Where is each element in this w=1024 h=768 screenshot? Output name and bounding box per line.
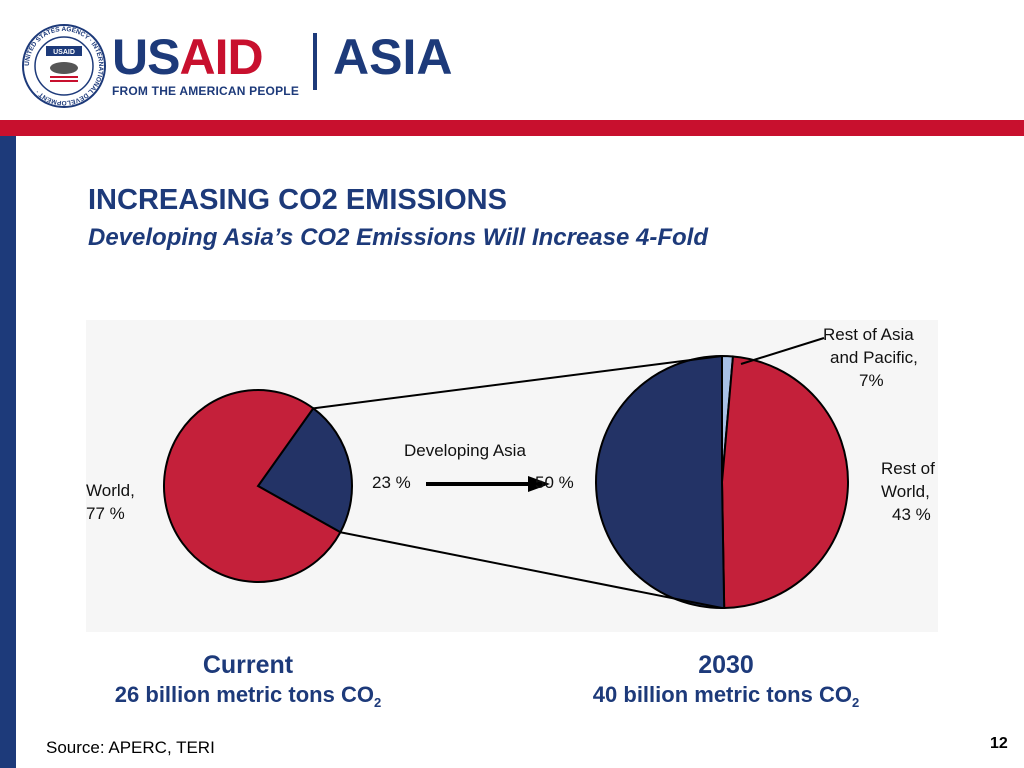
2030-slice-rest-of-world [720, 355, 850, 609]
left-blue-bar [0, 136, 16, 768]
2030-pie [595, 354, 850, 609]
connector-bottom [340, 531, 723, 609]
co2-pie-charts: World, 77 % Developing Asia 23 % 50 % Re… [86, 320, 938, 632]
source-note: Source: APERC, TERI [46, 738, 215, 757]
developing-asia-label: Developing Asia [404, 441, 526, 460]
current-caption-value: 26 billion metric tons CO2 [114, 682, 382, 710]
developing-asia-to: 50 % [535, 473, 574, 492]
header: USAID UNITED STATES AGENCY · INTERNATION… [0, 0, 1024, 120]
rest-world-label-line1: Rest of [881, 459, 935, 478]
current-slice-developing-asia [256, 406, 353, 534]
2030-caption-value: 40 billion metric tons CO2 [592, 682, 860, 710]
current-caption-title: Current [202, 651, 294, 679]
rest-asia-label-line3: 7% [859, 371, 884, 390]
rest-world-label-line3: 43 % [892, 505, 931, 524]
developing-asia-from: 23 % [372, 473, 411, 492]
current-pie [163, 389, 353, 583]
slide-title: INCREASING CO2 EMISSIONS [88, 184, 507, 216]
rest-asia-label-line2: and Pacific, [830, 348, 918, 367]
seal-label: USAID [53, 49, 75, 56]
usaid-wordmark: USAID [112, 29, 264, 85]
world-label-line2: 77 % [86, 504, 125, 523]
2030-caption: 2030 40 billion metric tons CO2 [556, 650, 896, 718]
slide-subtitle: Developing Asia’s CO2 Emissions Will Inc… [88, 224, 708, 251]
tagline: FROM THE AMERICAN PEOPLE [112, 84, 300, 98]
growth-arrow [426, 476, 550, 492]
2030-caption-title: 2030 [698, 651, 754, 679]
page-number: 12 [990, 735, 1008, 752]
world-label-line1: World, [86, 481, 135, 500]
pie-connectors [313, 355, 723, 609]
usaid-seal-logo: USAID UNITED STATES AGENCY · INTERNATION… [22, 24, 106, 108]
connector-top [313, 355, 723, 410]
rest-world-label-line2: World, [881, 482, 930, 501]
rest-asia-leader [740, 337, 825, 365]
header-red-band [0, 120, 1024, 136]
region-wordmark: ASIA [333, 29, 453, 85]
current-caption: Current 26 billion metric tons CO2 [80, 650, 416, 718]
brand-divider [313, 33, 317, 90]
current-slice-world [163, 389, 342, 583]
rest-asia-label-line1: Rest of Asia [823, 325, 914, 344]
